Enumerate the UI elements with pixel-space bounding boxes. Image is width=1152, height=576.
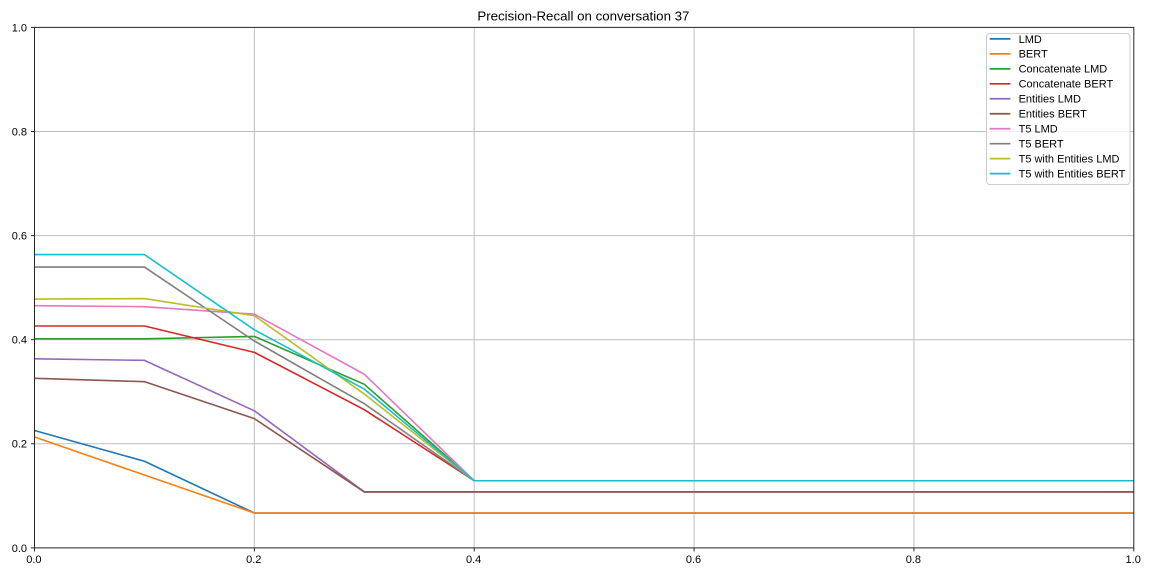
svg-text:0.8: 0.8 [12, 126, 27, 138]
svg-text:Concatenate LMD: Concatenate LMD [1019, 64, 1108, 76]
svg-text:T5 BERT: T5 BERT [1019, 139, 1064, 151]
svg-text:0.6: 0.6 [686, 554, 701, 566]
svg-text:0.4: 0.4 [12, 335, 27, 347]
svg-text:Precision-Recall on conversati: Precision-Recall on conversation 37 [477, 8, 689, 23]
svg-text:0.6: 0.6 [12, 231, 27, 243]
svg-text:T5 with Entities LMD: T5 with Entities LMD [1019, 154, 1120, 166]
svg-text:0.8: 0.8 [906, 554, 921, 566]
svg-text:LMD: LMD [1019, 34, 1042, 46]
svg-text:1.0: 1.0 [1126, 554, 1141, 566]
svg-text:T5 LMD: T5 LMD [1019, 124, 1058, 136]
svg-text:0.0: 0.0 [26, 554, 41, 566]
svg-text:Entities LMD: Entities LMD [1019, 94, 1081, 106]
svg-text:Concatenate BERT: Concatenate BERT [1019, 79, 1114, 91]
svg-text:0.2: 0.2 [12, 439, 27, 451]
svg-text:0.2: 0.2 [246, 554, 261, 566]
svg-text:T5 with Entities BERT: T5 with Entities BERT [1019, 168, 1126, 180]
svg-text:1.0: 1.0 [12, 22, 27, 34]
svg-text:0.4: 0.4 [466, 554, 481, 566]
svg-text:Entities BERT: Entities BERT [1019, 109, 1088, 121]
svg-text:BERT: BERT [1019, 49, 1048, 61]
svg-text:0.0: 0.0 [12, 543, 27, 555]
